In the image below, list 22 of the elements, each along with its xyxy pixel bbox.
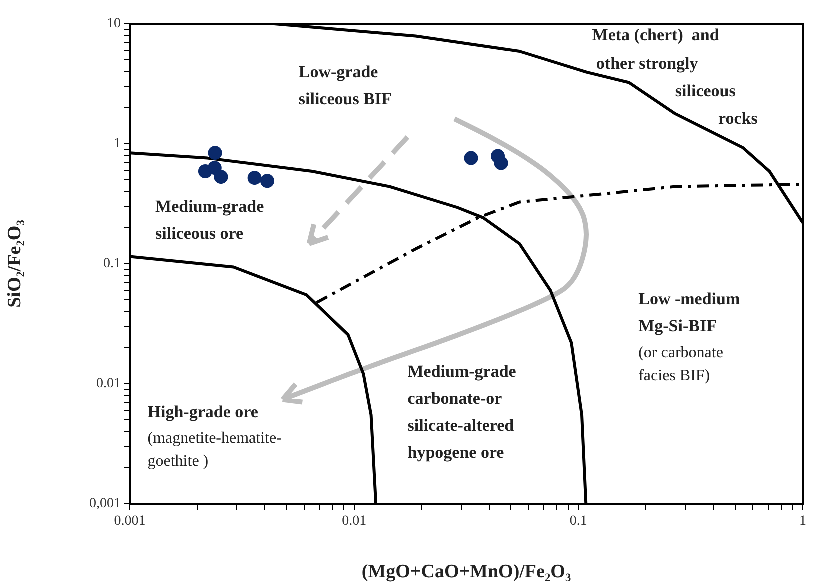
x-axis-title: (MgO+CaO+MnO)/Fe₂O₃: [362, 562, 572, 583]
annotation: Medium-grade carbonate-or silicate-altered hypogene ore: [408, 362, 517, 462]
annotation: (or carbonate facies BIF): [638, 344, 724, 385]
annotation: Low-grade siliceous BIF: [298, 62, 392, 108]
annotation: other strongly: [596, 54, 699, 73]
x-tick-label: 0.01: [342, 514, 367, 530]
y-tick-label: 1: [114, 136, 121, 152]
x-tick-label: 1: [800, 514, 806, 530]
y-tick-label: 0.1: [104, 256, 121, 272]
y-tick-label: 0.01: [96, 376, 121, 392]
annotation: Meta (chert) and: [592, 26, 720, 45]
x-tick-label: 0.1: [570, 514, 588, 530]
annotation: siliceous: [675, 82, 736, 101]
annotation: Medium-grade siliceous ore: [156, 197, 265, 244]
annotation: (magnetite-hematite- goethite ): [148, 430, 282, 470]
x-tick-label: 0.001: [114, 514, 146, 530]
y-tick-label: 0,001: [90, 496, 121, 512]
y-tick-label: 10: [107, 16, 121, 32]
annotation: rocks: [718, 108, 758, 128]
annotation: High-grade ore: [148, 402, 259, 422]
y-axis-title: SiO₂/Fe₂O₃: [4, 220, 26, 308]
annotation: Low -medium Mg-Si-BIF: [638, 290, 740, 336]
